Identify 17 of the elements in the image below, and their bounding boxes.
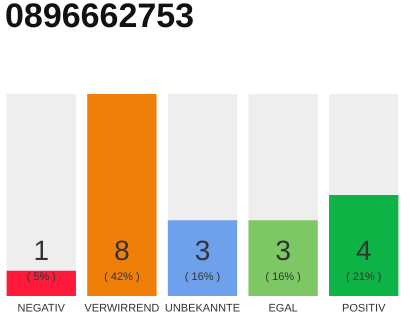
x-tick-label: POSITIV [342, 302, 386, 314]
annotation: ( 21% ) [346, 271, 382, 283]
x-tick-label: EGAL [268, 302, 298, 314]
x-tick-label: NEGATIV [18, 302, 66, 314]
data-label: 4 [356, 235, 372, 266]
x-tick-label: UNBEKANNTE [164, 302, 240, 314]
annotation: ( 5% ) [26, 271, 56, 283]
data-label: 1 [33, 235, 50, 266]
chart-title: 0896662753 [5, 0, 194, 35]
x-tick-label: VERWIRREND [84, 302, 160, 314]
data-label: 3 [194, 235, 210, 266]
data-label: 3 [275, 235, 291, 266]
annotation: ( 42% ) [104, 271, 140, 283]
annotation: ( 16% ) [184, 271, 220, 283]
data-label: 8 [114, 235, 130, 266]
bar [6, 270, 76, 296]
annotation: ( 16% ) [265, 271, 301, 283]
